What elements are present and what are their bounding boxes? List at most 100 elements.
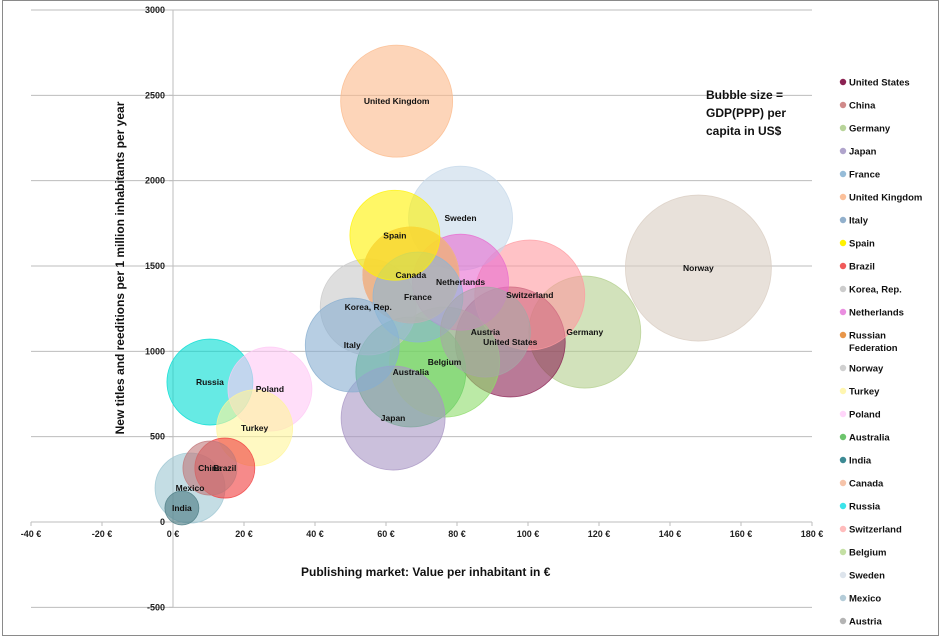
legend-item[interactable]: Mexico bbox=[839, 594, 882, 605]
legend-label: Brazil bbox=[849, 262, 875, 273]
legend-marker-icon bbox=[839, 364, 847, 372]
bubble-label: Austria bbox=[471, 327, 501, 337]
bubble-label: France bbox=[404, 292, 432, 302]
bubble-label: Japan bbox=[381, 413, 406, 423]
legend-item[interactable]: Spain bbox=[839, 239, 875, 250]
legend-label: United States bbox=[849, 78, 910, 89]
legend-marker-icon bbox=[839, 308, 847, 316]
legend-marker-icon bbox=[839, 502, 847, 510]
bubble-label: Mexico bbox=[176, 483, 205, 493]
x-tick-label: 60 € bbox=[377, 529, 395, 539]
bubble-label: China bbox=[198, 463, 222, 473]
legend-label: Austria bbox=[849, 617, 882, 628]
legend-marker-icon bbox=[839, 617, 847, 625]
legend-item[interactable]: Sweden bbox=[839, 571, 885, 582]
y-tick-label: 2000 bbox=[145, 176, 165, 186]
bubble-label: Norway bbox=[683, 263, 714, 273]
note-line: GDP(PPP) per bbox=[706, 106, 786, 120]
legend-label: Belgium bbox=[849, 548, 886, 559]
legend-marker-icon bbox=[839, 331, 847, 339]
legend-item[interactable]: Korea, Rep. bbox=[839, 285, 902, 296]
x-tick-label: 140 € bbox=[659, 529, 682, 539]
y-tick-label: -500 bbox=[147, 602, 165, 612]
y-tick-label: 500 bbox=[150, 432, 165, 442]
legend-item[interactable]: United States bbox=[839, 78, 910, 89]
legend-marker-icon bbox=[839, 216, 847, 224]
bubble-china[interactable] bbox=[182, 440, 238, 496]
legend-item[interactable]: China bbox=[839, 101, 876, 112]
y-tick-label: 1500 bbox=[145, 261, 165, 271]
x-tick-label: -40 € bbox=[21, 529, 42, 539]
note-line: capita in US$ bbox=[706, 124, 782, 138]
x-tick-label: 20 € bbox=[235, 529, 253, 539]
legend-item[interactable]: Canada bbox=[839, 479, 884, 490]
y-tick-label: 2500 bbox=[145, 90, 165, 100]
legend: United States China Germany Japan France Unit… bbox=[839, 78, 923, 628]
x-tick-label: 120 € bbox=[588, 529, 611, 539]
bubble-norway[interactable] bbox=[625, 194, 772, 342]
bubble-label: Russia bbox=[196, 377, 224, 387]
bubble-india[interactable] bbox=[164, 490, 200, 526]
bubble-label: Spain bbox=[383, 230, 406, 240]
y-tick-label: 3000 bbox=[145, 5, 165, 15]
legend-item[interactable]: Netherlands bbox=[839, 308, 904, 319]
legend-item[interactable]: Italy bbox=[839, 216, 869, 227]
legend-item[interactable]: Australia bbox=[839, 433, 891, 444]
legend-marker-icon bbox=[839, 170, 847, 178]
legend-item[interactable]: Austria bbox=[839, 617, 883, 628]
bubble-label: Germany bbox=[566, 327, 603, 337]
x-tick-label: 100 € bbox=[517, 529, 540, 539]
note-line: Bubble size = bbox=[706, 88, 783, 102]
legend-item[interactable]: Japan bbox=[839, 147, 877, 158]
legend-item[interactable]: Poland bbox=[839, 410, 881, 421]
y-tick-label: 0 bbox=[160, 517, 165, 527]
bubble-austria[interactable] bbox=[439, 286, 531, 378]
bubbles bbox=[154, 44, 772, 526]
legend-label: Germany bbox=[849, 124, 891, 135]
legend-marker-icon bbox=[839, 410, 847, 418]
legend-label: Turkey bbox=[849, 387, 880, 398]
legend-item[interactable]: Switzerland bbox=[839, 525, 902, 536]
tick-labels: -500 0 500 1000 1500 2000 2500 3000 -40 € -20 € 0 … bbox=[21, 5, 824, 612]
bubble-united-kingdom[interactable] bbox=[340, 44, 454, 158]
x-tick-label: -20 € bbox=[92, 529, 113, 539]
legend-label: Korea, Rep. bbox=[849, 285, 902, 296]
legend-item[interactable]: Germany bbox=[839, 124, 891, 135]
bubble-label: Australia bbox=[393, 367, 430, 377]
legend-label: Norway bbox=[849, 364, 884, 375]
bubble-label: Belgium bbox=[428, 357, 462, 367]
legend-label: Spain bbox=[849, 239, 875, 250]
bubble-label: Poland bbox=[256, 384, 284, 394]
legend-marker-icon bbox=[839, 525, 847, 533]
legend-item[interactable]: Brazil bbox=[839, 262, 875, 273]
legend-label: Italy bbox=[849, 216, 869, 227]
bubble-italy[interactable] bbox=[304, 297, 400, 393]
legend-label: Poland bbox=[849, 410, 881, 421]
legend-item[interactable]: France bbox=[839, 170, 880, 181]
legend-marker-icon bbox=[839, 262, 847, 270]
legend-item[interactable]: Russia bbox=[839, 502, 881, 513]
legend-label: Sweden bbox=[849, 571, 885, 582]
legend-item[interactable]: Norway bbox=[839, 364, 884, 375]
legend-label: Netherlands bbox=[849, 308, 904, 319]
legend-item[interactable]: India bbox=[839, 456, 872, 467]
bubble-label: Italy bbox=[344, 340, 361, 350]
legend-label: India bbox=[849, 456, 872, 467]
legend-marker-icon bbox=[839, 594, 847, 602]
legend-item[interactable]: Turkey bbox=[839, 387, 880, 398]
legend-item[interactable]: Belgium bbox=[839, 548, 887, 559]
legend-marker-icon bbox=[839, 239, 847, 247]
legend-item[interactable]: United Kingdom bbox=[839, 193, 923, 204]
bubble-spain[interactable] bbox=[349, 189, 441, 281]
legend-marker-icon bbox=[839, 387, 847, 395]
bubble-label: United Kingdom bbox=[364, 96, 430, 106]
x-tick-label: 160 € bbox=[730, 529, 753, 539]
x-tick-label: 80 € bbox=[448, 529, 466, 539]
bubble-size-note: Bubble size = GDP(PPP) per capita in US$ bbox=[706, 88, 786, 138]
legend-label: France bbox=[849, 170, 880, 181]
legend-marker-icon bbox=[839, 101, 847, 109]
bubble-label: Turkey bbox=[241, 423, 269, 433]
bubble-label: Canada bbox=[395, 270, 426, 280]
legend-label: Japan bbox=[849, 147, 877, 158]
